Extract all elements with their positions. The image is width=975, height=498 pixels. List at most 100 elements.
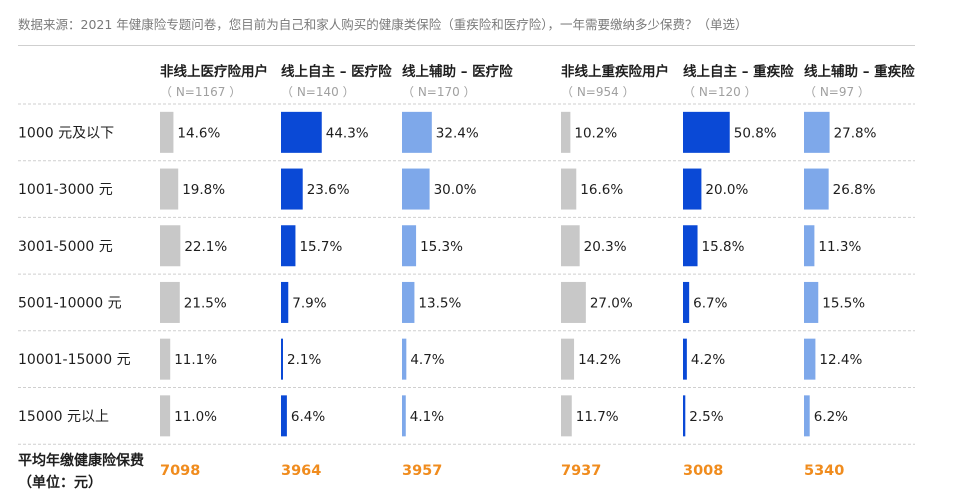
- column-header: 非线上重疾险用户 （ N=954 ）: [561, 60, 669, 100]
- bar: [281, 281, 289, 323]
- bar-value-label: 21.5%: [184, 295, 227, 311]
- bar: [683, 281, 690, 323]
- column-header: 线上辅助 – 医疗险 （ N=170 ）: [402, 60, 513, 100]
- bar: [281, 111, 322, 153]
- column-header: 线上辅助 – 重疾险 （ N=97 ）: [804, 60, 915, 100]
- bar: [561, 168, 577, 210]
- bar: [402, 168, 430, 210]
- bar: [683, 111, 730, 153]
- bar-value-label: 19.8%: [182, 182, 225, 198]
- bar-value-label: 15.3%: [420, 239, 463, 255]
- bar: [160, 225, 181, 267]
- bar-value-label: 10.2%: [574, 125, 617, 141]
- bar-value-label: 11.0%: [174, 409, 217, 425]
- column-header-sample-size: （ N=120 ）: [683, 85, 757, 99]
- bar: [804, 111, 830, 153]
- bar: [683, 395, 686, 437]
- category-label: 1000 元及以下: [18, 125, 114, 141]
- bar: [804, 168, 829, 210]
- bar-value-label: 32.4%: [436, 125, 479, 141]
- header-divider: [18, 45, 915, 46]
- bar-value-label: 6.7%: [693, 295, 727, 311]
- bar-value-label: 12.4%: [819, 352, 862, 368]
- bar-value-label: 6.4%: [291, 409, 325, 425]
- column-header-title: 线上自主 – 重疾险: [683, 64, 794, 80]
- bar: [683, 168, 702, 210]
- column-header-sample-size: （ N=954 ）: [561, 85, 635, 99]
- bar-value-label: 2.1%: [287, 352, 321, 368]
- column-header-title: 非线上重疾险用户: [561, 64, 669, 80]
- avg-premium-value: 3957: [402, 463, 442, 479]
- bar: [160, 111, 174, 153]
- bar-value-label: 44.3%: [326, 125, 369, 141]
- column-header-sample-size: （ N=97 ）: [804, 85, 870, 99]
- bar: [561, 395, 572, 437]
- bar-value-label: 15.7%: [299, 239, 342, 255]
- data-source-note: 数据来源：2021 年健康险专题问卷，您目前为自己和家人购买的健康类保险（重疾险…: [18, 17, 748, 32]
- avg-premium-row-label: 平均年缴健康险保费（单位：元）: [18, 450, 153, 494]
- bar: [683, 225, 698, 267]
- bar-value-label: 4.2%: [691, 352, 725, 368]
- bar-value-label: 4.1%: [410, 409, 444, 425]
- column-header-sample-size: （ N=1167 ）: [160, 85, 242, 99]
- category-label: 10001-15000 元: [18, 352, 131, 368]
- bar-value-label: 7.9%: [292, 295, 326, 311]
- bar-value-label: 4.7%: [410, 352, 444, 368]
- avg-premium-value: 7937: [561, 463, 601, 479]
- bar-value-label: 50.8%: [734, 125, 777, 141]
- column-header-title: 非线上医疗险用户: [160, 64, 268, 80]
- bar: [160, 168, 179, 210]
- bar: [683, 338, 687, 380]
- bar: [561, 281, 586, 323]
- column-header-sample-size: （ N=170 ）: [402, 85, 476, 99]
- bar-value-label: 11.3%: [818, 239, 861, 255]
- bar-value-label: 16.6%: [580, 182, 623, 198]
- bar: [402, 111, 432, 153]
- column-header: 线上自主 – 重疾险 （ N=120 ）: [683, 60, 794, 100]
- bar: [402, 281, 415, 323]
- column-header-title: 线上辅助 – 重疾险: [804, 64, 915, 80]
- avg-premium-value: 7098: [160, 463, 200, 479]
- bar: [804, 338, 816, 380]
- bar: [561, 338, 575, 380]
- bar-value-label: 15.5%: [822, 295, 865, 311]
- bar-value-label: 2.5%: [689, 409, 723, 425]
- column-header-title: 线上自主 – 医疗险: [281, 64, 392, 80]
- bar-value-label: 13.5%: [418, 295, 461, 311]
- bar-value-label: 26.8%: [833, 182, 876, 198]
- column-header-title: 线上辅助 – 医疗险: [402, 64, 513, 80]
- bar: [160, 338, 171, 380]
- bar: [804, 225, 815, 267]
- bar-value-label: 14.6%: [177, 125, 220, 141]
- bar-value-label: 22.1%: [184, 239, 227, 255]
- column-header: 非线上医疗险用户 （ N=1167 ）: [160, 60, 268, 100]
- bar-value-label: 20.3%: [584, 239, 627, 255]
- category-label: 5001-10000 元: [18, 295, 122, 311]
- bar: [402, 225, 417, 267]
- bar-value-label: 14.2%: [578, 352, 621, 368]
- bar-value-label: 27.0%: [590, 295, 633, 311]
- bar: [561, 225, 580, 267]
- bar: [402, 395, 406, 437]
- bar: [160, 395, 171, 437]
- bar-value-label: 30.0%: [434, 182, 477, 198]
- bar: [281, 395, 287, 437]
- bar: [281, 338, 283, 380]
- bar: [804, 395, 810, 437]
- bar: [402, 338, 407, 380]
- bar-value-label: 6.2%: [814, 409, 848, 425]
- bar: [281, 225, 296, 267]
- avg-premium-label-text: 平均年缴健康险保费（单位：元）: [18, 453, 144, 491]
- bar: [561, 111, 571, 153]
- avg-premium-value: 3964: [281, 463, 321, 479]
- bar-value-label: 27.8%: [834, 125, 877, 141]
- category-label: 15000 元以上: [18, 409, 109, 425]
- bar-value-label: 20.0%: [705, 182, 748, 198]
- bar: [281, 168, 303, 210]
- column-header: 线上自主 – 医疗险 （ N=140 ）: [281, 60, 392, 100]
- category-label: 1001-3000 元: [18, 182, 113, 198]
- bar-value-label: 15.8%: [702, 239, 745, 255]
- bar: [804, 281, 819, 323]
- avg-premium-value: 3008: [683, 463, 723, 479]
